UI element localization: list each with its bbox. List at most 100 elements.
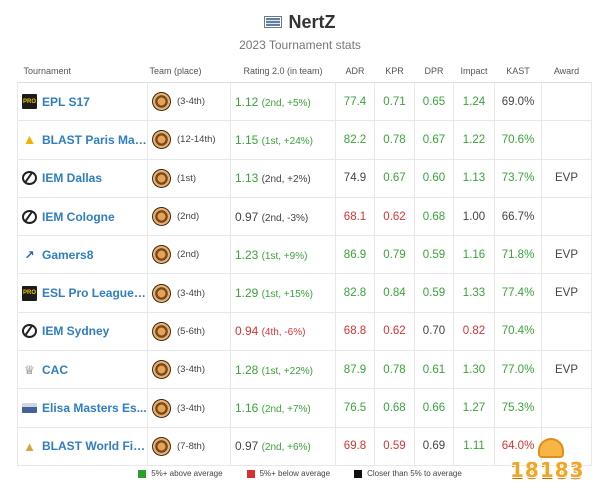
cell-dpr: 0.65 (414, 82, 454, 122)
black-swatch-icon (354, 469, 363, 478)
tournament-link[interactable]: IEM Sydney (22, 324, 147, 339)
cell-impact: 1.00 (453, 197, 495, 237)
cell-kpr: 0.62 (374, 312, 415, 352)
tournament-link[interactable]: ♕ CAC (22, 362, 147, 377)
cell-rating: 1.23 (1st, +9%) (230, 235, 336, 275)
cell-award: EVP (541, 350, 592, 390)
mascot-logo-icon (538, 438, 564, 458)
team-logo-icon[interactable] (152, 92, 171, 112)
cell-dpr: 0.67 (414, 120, 454, 160)
tournament-link[interactable]: ↗ Gamers8 (22, 247, 147, 262)
cell-award (541, 82, 592, 122)
rating-in-team: (2nd, +2%) (261, 174, 311, 186)
cell-kast: 77.4% (494, 273, 542, 313)
table-row: ▲ BLAST Paris Major (12-14th) 1.15 (1st, +2… (17, 120, 592, 160)
team-logo-icon[interactable] (152, 245, 171, 265)
cell-dpr: 0.61 (414, 350, 454, 390)
cell-team: (5-6th) (147, 312, 231, 352)
col-header-tournament[interactable]: Tournament (23, 66, 72, 76)
col-header-award[interactable]: Award (553, 66, 580, 76)
col-header-kpr[interactable]: KPR (385, 66, 404, 76)
tournament-link[interactable]: ▲ BLAST Paris Major (22, 132, 147, 147)
cell-award (541, 312, 592, 352)
cell-kast: 66.7% (494, 197, 542, 237)
team-logo-icon[interactable] (152, 436, 171, 456)
cell-award (541, 388, 592, 428)
rating-in-team: (1st, +9%) (261, 250, 308, 262)
table-row: PRO ESL Pro League S... (3-4th) 1.29 (1st, … (17, 273, 592, 313)
team-placement: (3-4th) (177, 287, 205, 299)
tournament-name[interactable]: Elisa Masters Es... (42, 401, 147, 416)
table-row: ▲ BLAST World Final (7-8th) 0.97 (2nd, +6%)… (17, 427, 592, 466)
team-logo-icon[interactable] (152, 398, 171, 418)
cell-tournament: ↗ Gamers8 (17, 235, 148, 275)
cell-kast: 69.0% (494, 82, 542, 122)
team-placement: (7-8th) (177, 440, 205, 452)
cell-rating: 0.97 (2nd, -3%) (230, 197, 336, 237)
blast-world-final-logo-icon: ▲ (23, 438, 36, 454)
tournament-link[interactable]: Elisa Masters Es... (22, 401, 147, 415)
tournament-name[interactable]: ESL Pro League S... (42, 286, 147, 301)
team-logo-icon[interactable] (152, 130, 171, 150)
table-row: IEM Sydney (5-6th) 0.94 (4th, -6%) 68.8 0.62… (17, 312, 592, 352)
cell-kpr: 0.68 (374, 388, 415, 428)
page-subtitle: 2023 Tournament stats (239, 38, 361, 52)
cell-tournament: Elisa Masters Es... (17, 388, 148, 428)
team-logo-icon[interactable] (152, 321, 171, 341)
iem-logo-icon (22, 171, 37, 186)
rating-value: 1.29 (235, 286, 259, 301)
cell-dpr: 0.66 (414, 388, 454, 428)
cell-rating: 1.28 (1st, +22%) (230, 350, 336, 390)
tournament-name[interactable]: IEM Dallas (42, 171, 103, 186)
col-header-rating[interactable]: Rating 2.0 (in team) (243, 66, 323, 76)
tournament-name[interactable]: BLAST World Final (42, 439, 147, 454)
watermark-text: 18183 (510, 458, 585, 482)
tournament-stats-table: Tournament Team (place) Rating 2.0 (in t… (17, 60, 592, 466)
team-place: (12-14th) (152, 130, 230, 150)
tournament-link[interactable]: PRO ESL Pro League S... (22, 285, 147, 301)
legend-close-label: Closer than 5% to average (367, 469, 462, 478)
tournament-link[interactable]: ▲ BLAST World Final (22, 438, 147, 454)
table-header-row: Tournament Team (place) Rating 2.0 (in t… (17, 60, 592, 83)
cac-logo-icon: ♕ (24, 362, 35, 377)
cell-award: EVP (541, 273, 592, 313)
col-header-adr[interactable]: ADR (345, 66, 365, 76)
team-logo-icon[interactable] (152, 207, 171, 227)
rating-in-team: (2nd, +6%) (261, 442, 311, 454)
cell-kpr: 0.79 (374, 235, 415, 275)
cell-kpr: 0.84 (374, 273, 415, 313)
israel-flag-icon (264, 16, 283, 28)
cell-award: EVP (541, 235, 592, 275)
team-placement: (2nd) (177, 211, 200, 223)
team-place: (5-6th) (152, 321, 230, 341)
rating-value: 0.97 (235, 439, 259, 454)
cell-tournament: IEM Sydney (17, 312, 148, 352)
tournament-name[interactable]: EPL S17 (42, 94, 90, 109)
tournament-name[interactable]: IEM Cologne (42, 209, 115, 224)
team-place: (3-4th) (152, 398, 230, 418)
col-header-team[interactable]: Team (place) (149, 66, 202, 76)
tournament-link[interactable]: PRO EPL S17 (22, 94, 147, 110)
col-header-impact[interactable]: Impact (460, 66, 488, 76)
table-row: IEM Cologne (2nd) 0.97 (2nd, -3%) 68.1 0.62 0… (17, 197, 592, 237)
col-header-dpr[interactable]: DPR (424, 66, 444, 76)
rating-in-team: (2nd, -3%) (261, 212, 309, 224)
tournament-name[interactable]: CAC (42, 362, 68, 377)
cell-dpr: 0.60 (414, 159, 454, 198)
tournament-link[interactable]: IEM Dallas (22, 171, 147, 186)
rating-in-team: (1st, +22%) (261, 365, 313, 377)
tournament-link[interactable]: IEM Cologne (22, 209, 147, 224)
team-logo-icon[interactable] (152, 283, 171, 303)
team-placement: (3-4th) (177, 96, 205, 108)
cell-tournament: PRO ESL Pro League S... (17, 273, 148, 313)
team-logo-icon[interactable] (152, 360, 171, 380)
tournament-name[interactable]: BLAST Paris Major (42, 132, 147, 147)
cell-tournament: ▲ BLAST World Final (17, 427, 148, 466)
tournament-name[interactable]: IEM Sydney (42, 324, 110, 339)
tournament-name[interactable]: Gamers8 (42, 247, 94, 262)
table-row: ↗ Gamers8 (2nd) 1.23 (1st, +9%) 86.9 0.79 0.59… (17, 235, 592, 275)
col-header-kast[interactable]: KAST (506, 66, 530, 76)
cell-dpr: 0.70 (414, 312, 454, 352)
team-logo-icon[interactable] (152, 168, 171, 188)
player-name: NertZ (288, 11, 336, 32)
